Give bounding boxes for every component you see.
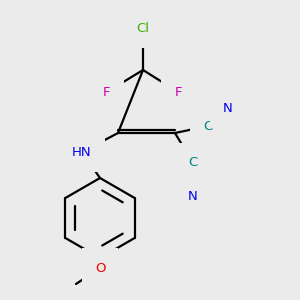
Text: F: F bbox=[174, 85, 182, 98]
Text: C: C bbox=[203, 119, 213, 133]
Text: F: F bbox=[103, 85, 111, 98]
Text: HN: HN bbox=[72, 146, 92, 158]
Text: N: N bbox=[188, 190, 198, 202]
Text: Cl: Cl bbox=[136, 22, 149, 34]
Text: O: O bbox=[95, 262, 105, 275]
Text: N: N bbox=[223, 101, 233, 115]
Text: C: C bbox=[188, 157, 198, 169]
